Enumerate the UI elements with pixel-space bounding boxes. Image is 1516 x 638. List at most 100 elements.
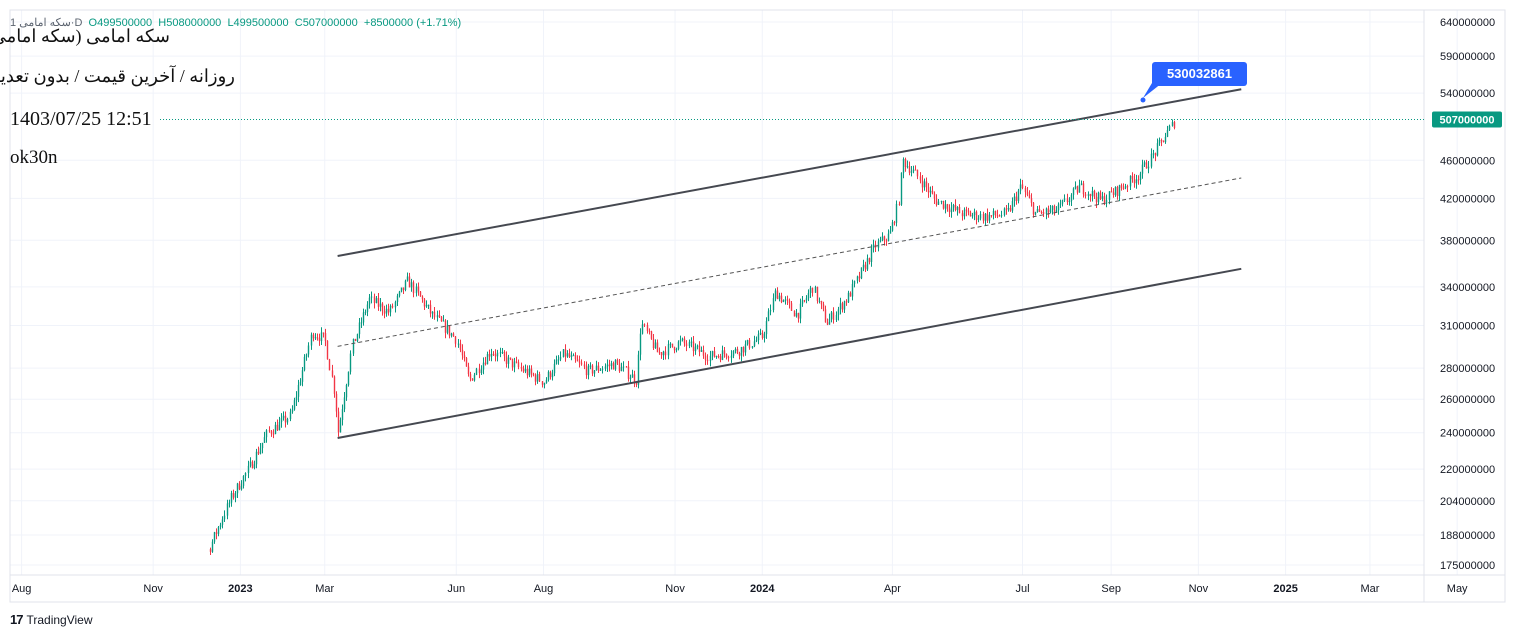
price-axis[interactable]: 640000000 590000000 540000000 460000000 4200… <box>1440 17 1495 572</box>
candle-body <box>942 201 945 209</box>
channel-middle-line[interactable] <box>337 177 1242 347</box>
candle-body <box>610 363 613 366</box>
candle-body <box>219 524 222 528</box>
candle-body <box>994 210 997 216</box>
candle-body <box>297 384 300 397</box>
candle-body <box>866 258 869 270</box>
candle-body <box>513 361 516 368</box>
candle-body <box>375 298 378 303</box>
candle-body <box>1099 192 1102 199</box>
candle-body <box>349 353 352 372</box>
candle-body <box>379 303 382 307</box>
candle-body <box>625 366 628 368</box>
candle-body <box>580 362 583 365</box>
candle-body <box>263 437 266 443</box>
candle-body <box>742 347 745 353</box>
tradingview-logo[interactable]: 17 TradingView <box>10 612 93 627</box>
candle-body <box>797 312 800 319</box>
candle-body <box>1007 207 1010 210</box>
candles <box>209 119 1176 556</box>
candle-body <box>656 342 659 353</box>
candle-body <box>1162 140 1165 143</box>
candle-body <box>711 351 714 356</box>
candle-body <box>467 366 470 375</box>
candle-body <box>1108 191 1111 200</box>
candle-body <box>1105 199 1108 204</box>
candle-body <box>549 371 552 378</box>
time-tick-label: Nov <box>665 583 685 595</box>
candle-body <box>614 359 617 370</box>
candle-body <box>1051 205 1054 210</box>
candle-body <box>427 304 430 306</box>
candle-body <box>818 301 821 303</box>
callout-box <box>1152 62 1247 86</box>
candle-body <box>805 298 808 301</box>
channel-lower-line[interactable] <box>337 267 1242 439</box>
time-axis[interactable]: Aug Nov 2023 Mar Jun Aug Nov 2024 Apr Jul Sep Nov 20… <box>12 583 1468 595</box>
candle-body <box>398 291 401 296</box>
chart-timestamp: 1403/07/25 12:51 <box>10 108 152 130</box>
candle-body <box>883 236 886 241</box>
candle-body <box>268 430 271 432</box>
candle-body <box>1066 198 1069 203</box>
candle-body <box>700 350 703 352</box>
candle-body <box>961 213 964 217</box>
candle-body <box>660 352 663 356</box>
candle-body <box>232 493 235 498</box>
trendline-value-callout[interactable]: 530032861 <box>1140 62 1248 103</box>
candle-body <box>906 166 909 168</box>
candle-body <box>895 203 898 223</box>
candle-body <box>835 314 838 320</box>
time-tick-label: Jun <box>447 583 465 595</box>
candle-body <box>694 346 697 352</box>
candle-body <box>807 293 810 299</box>
channel-upper-line[interactable] <box>337 88 1242 258</box>
candle-body <box>1080 183 1083 185</box>
candle-body <box>641 324 644 334</box>
candle-body <box>526 368 529 376</box>
candle-body <box>591 365 594 374</box>
candle-body <box>845 301 848 303</box>
candle-body <box>601 368 604 370</box>
candle-body <box>1000 215 1003 217</box>
candle-body <box>965 209 968 211</box>
candle-body <box>801 300 804 304</box>
candle-body <box>738 353 741 356</box>
candle-body <box>1063 198 1066 201</box>
candle-body <box>320 332 323 342</box>
candle-body <box>715 356 718 358</box>
candle-body <box>772 298 775 310</box>
candle-body <box>318 338 321 342</box>
candle-body <box>931 190 934 194</box>
candle-body <box>307 345 310 355</box>
candle-body <box>230 493 233 503</box>
candle-body <box>1152 153 1155 155</box>
candle-body <box>677 341 680 349</box>
candle-body <box>1143 162 1146 165</box>
candle-body <box>654 342 657 349</box>
candle-body <box>503 351 506 357</box>
candle-body <box>1024 188 1027 193</box>
channel[interactable] <box>337 88 1242 439</box>
price-tick-label: 310000000 <box>1440 321 1495 333</box>
candle-body <box>1118 185 1121 197</box>
candle-body <box>767 311 770 322</box>
candle-body <box>652 338 655 349</box>
candle-body <box>921 180 924 188</box>
candle-body <box>690 341 693 343</box>
candle-body <box>362 312 365 323</box>
candle-body <box>1154 153 1157 156</box>
candle-body <box>822 304 825 310</box>
candle-body <box>370 296 373 298</box>
candle-body <box>360 322 363 324</box>
candle-body <box>1021 184 1024 189</box>
candle-body <box>984 213 987 221</box>
candle-body <box>570 355 573 357</box>
candle-body <box>868 258 871 262</box>
candle-body <box>667 344 670 356</box>
candle-body <box>860 267 863 279</box>
candle-body <box>635 382 638 385</box>
candle-body <box>494 354 497 357</box>
candle-body <box>1055 210 1058 213</box>
